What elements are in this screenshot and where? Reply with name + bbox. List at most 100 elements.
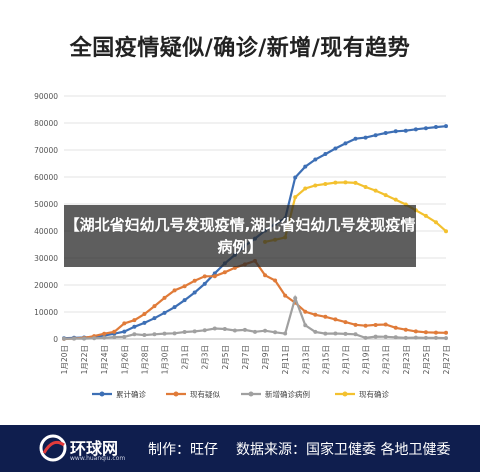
x-tick-label: 2月17日 [341,345,350,374]
legend-item: 累计确诊 [92,389,146,399]
data-point [263,273,268,278]
data-point [293,175,298,180]
data-point [192,290,197,295]
data-point [433,220,438,225]
data-point [202,328,207,333]
data-point [383,322,388,327]
data-point [423,213,428,218]
data-point [363,135,368,140]
x-tick-label: 2月27日 [442,345,451,374]
y-tick-label: 40000 [34,227,58,236]
data-point [343,180,348,185]
data-point [313,312,318,317]
data-point [323,331,328,336]
data-point [122,334,127,339]
data-point [444,229,448,234]
data-point [192,329,197,334]
y-tick-label: 0 [53,335,58,344]
data-point [222,270,227,275]
data-point [444,330,448,335]
data-point [433,125,438,130]
legend-marker [248,391,254,397]
data-point [72,336,77,341]
data-point [192,278,197,283]
data-point [433,335,438,340]
data-point [313,157,318,162]
data-point [172,305,177,310]
data-point [293,195,298,200]
data-point [182,330,187,335]
data-point [313,329,318,334]
credit-text: 制作：旺仔 [148,442,218,458]
data-point [413,127,418,132]
legend-label: 现有疑似 [190,389,220,399]
data-point [142,312,147,317]
data-point [273,278,278,283]
data-point [202,281,207,286]
data-point [373,133,378,138]
data-point [112,329,117,334]
legend-marker [99,391,105,397]
data-point [162,310,167,315]
data-point [393,335,398,340]
data-point [122,329,127,334]
data-point [283,293,288,298]
data-point [212,326,217,331]
data-point [333,331,338,336]
data-point [92,336,97,341]
logo-name: 环球网 [70,439,119,458]
data-point [444,336,448,341]
data-point [222,327,227,332]
data-point [303,164,308,169]
y-axis-ticks: 0 10000 20000 30000 40000 50000 60000 70000 8000… [34,92,58,344]
x-tick-label: 1月20日 [60,345,69,374]
data-point [393,129,398,134]
x-tick-label: 2月19日 [362,345,371,374]
x-tick-label: 2月21日 [382,345,391,374]
data-point [283,331,288,336]
data-point [423,126,428,131]
x-tick-label: 1月30日 [161,345,170,374]
x-tick-label: 2月3日 [201,345,210,370]
data-point [162,295,167,300]
data-point [212,271,217,276]
caption-overlay: 【湖北省妇幼几号发现疫情,湖北省妇幼几号发现疫情病例】 [64,205,416,267]
data-point [413,335,418,340]
data-point [102,335,107,340]
data-point [62,336,66,341]
data-point [122,321,127,326]
x-tick-label: 2月1日 [181,345,190,370]
y-tick-label: 90000 [34,92,58,101]
y-tick-label: 60000 [34,173,58,182]
data-point [403,335,408,340]
x-tick-label: 2月13日 [301,345,310,374]
data-point [393,325,398,330]
data-point [232,328,237,333]
y-tick-label: 20000 [34,281,58,290]
y-tick-label: 70000 [34,146,58,155]
data-point [182,284,187,289]
series-line [63,259,447,340]
data-point [242,327,247,332]
data-point [132,324,137,329]
data-point [212,274,217,279]
x-tick-label: 2月11日 [281,345,290,374]
y-tick-label: 30000 [34,254,58,263]
data-point [273,330,278,335]
legend-item: 现有疑似 [166,389,220,399]
data-point [383,334,388,339]
series-现有疑似 [62,258,448,341]
data-point [423,335,428,340]
x-axis-ticks: 1月20日 1月22日 1月24日 1月26日 1月28日 1月30日 2月1日 2月3日 2月… [60,345,451,374]
data-point [152,332,157,337]
data-point [363,335,368,340]
data-point [142,320,147,325]
data-point [172,288,177,293]
x-tick-label: 2月9日 [261,345,270,370]
x-tick-label: 2月5日 [221,345,230,370]
gridlines [64,95,446,340]
data-point [433,330,438,335]
data-point [152,316,157,321]
legend-marker [173,391,179,397]
data-point [82,336,87,341]
